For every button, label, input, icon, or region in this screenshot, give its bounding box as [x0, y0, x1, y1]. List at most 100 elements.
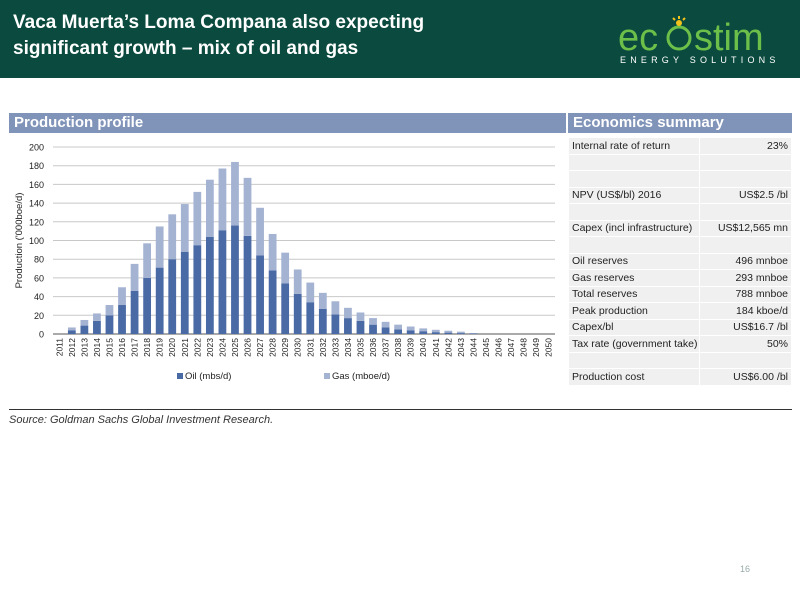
economics-value: 788 mnboe	[698, 285, 793, 303]
economics-row	[568, 203, 793, 221]
x-tick-label: 2014	[92, 338, 102, 357]
bar-oil	[205, 236, 214, 334]
legend-label-gas: Gas (mboe/d)	[332, 371, 390, 382]
slide-title: Vaca Muerta’s Loma Compana also expectin…	[13, 12, 425, 59]
bar-oil	[218, 230, 227, 334]
economics-row	[568, 351, 793, 369]
bar-gas	[406, 326, 415, 331]
y-tick-label: 20	[34, 311, 44, 321]
bar-oil	[306, 302, 315, 334]
economics-label	[568, 236, 700, 254]
page-number: 16	[740, 564, 751, 574]
economics-label	[568, 203, 700, 221]
x-tick-label: 2029	[280, 338, 290, 357]
x-tick-label: 2046	[494, 338, 504, 357]
y-tick-label: 200	[29, 143, 44, 153]
source-note: Source: Goldman Sachs Global Investment …	[9, 414, 274, 426]
bar-gas	[218, 168, 227, 231]
economics-row	[568, 153, 793, 171]
legend-label-oil: Oil (mbs/d)	[185, 371, 231, 382]
bar-gas	[344, 307, 352, 319]
x-tick-label: 2038	[393, 338, 403, 357]
x-tick-label: 2047	[506, 338, 516, 357]
bar-oil	[394, 329, 403, 334]
ecostim-logo: ec stim ENERGY SOLUTIONS	[618, 14, 790, 70]
bar-oil	[243, 235, 252, 334]
x-tick-label: 2033	[330, 338, 340, 357]
x-tick-label: 2049	[531, 338, 541, 357]
bar-gas	[67, 327, 76, 331]
economics-value: 293 mnboe	[698, 269, 793, 287]
bar-gas	[118, 287, 126, 306]
x-tick-label: 2048	[519, 338, 529, 357]
bar-oil	[67, 330, 76, 334]
x-tick-label: 2043	[456, 338, 466, 357]
bar-gas	[281, 252, 290, 284]
bar-gas	[193, 191, 202, 246]
bar-oil	[293, 293, 302, 334]
x-tick-label: 2042	[443, 338, 453, 357]
bar-gas	[180, 204, 189, 252]
economics-value	[698, 203, 793, 221]
bar-oil	[281, 283, 290, 334]
y-tick-label: 60	[34, 273, 44, 283]
economics-value: 496 mnboe	[698, 252, 793, 270]
economics-label	[568, 153, 700, 171]
slide-header: Vaca Muerta’s Loma Compana also expectin…	[0, 0, 800, 78]
x-tick-label: 2035	[355, 338, 365, 357]
bar-oil	[431, 332, 440, 334]
economics-value	[698, 351, 793, 369]
bar-gas	[369, 318, 377, 325]
economics-label: Capex (incl infrastructure)	[568, 219, 700, 237]
bar-gas	[381, 321, 390, 328]
bar-gas	[80, 319, 89, 326]
economics-label: Oil reserves	[568, 252, 700, 270]
economics-value: US$16.7 /bl	[698, 318, 793, 336]
bar-gas	[231, 161, 239, 226]
bar-oil	[80, 325, 89, 334]
y-tick-label: 160	[29, 180, 44, 190]
economics-value	[698, 153, 793, 171]
x-tick-label: 2016	[117, 338, 127, 357]
economics-label: Capex/bl	[568, 318, 700, 336]
x-tick-label: 2044	[468, 338, 478, 357]
legend-swatch-gas	[324, 373, 330, 379]
economics-label: Peak production	[568, 302, 700, 320]
bar-oil	[193, 245, 202, 334]
bar-gas	[419, 328, 428, 332]
x-tick-label: 2045	[481, 338, 491, 357]
economics-label: Tax rate (government take)	[568, 335, 700, 353]
sun-icon	[666, 16, 692, 51]
economics-row: Capex (incl infrastructure) US$12,565 mn	[568, 219, 793, 237]
economics-value: US$12,565 mn	[698, 219, 793, 237]
economics-row	[568, 170, 793, 188]
bar-gas	[356, 312, 365, 321]
x-tick-label: 2037	[381, 338, 391, 357]
logo-word-left: ec	[618, 17, 658, 58]
bar-oil	[130, 290, 139, 334]
economics-value: 184 kboe/d	[698, 302, 793, 320]
economics-value: 50%	[698, 335, 793, 353]
logo-tagline: ENERGY SOLUTIONS	[620, 55, 780, 65]
x-tick-label: 2040	[418, 338, 428, 357]
x-tick-label: 2039	[406, 338, 416, 357]
bar-gas	[394, 324, 403, 330]
x-tick-label: 2028	[268, 338, 278, 357]
economics-value: US$2.5 /bl	[698, 186, 793, 204]
economics-row: Total reserves 788 mnboe	[568, 285, 793, 303]
economics-row: Capex/bl US$16.7 /bl	[568, 318, 793, 336]
economics-row: Peak production 184 kboe/d	[568, 302, 793, 320]
bar-gas	[155, 226, 164, 268]
bar-gas	[130, 263, 139, 291]
bar-oil	[444, 332, 453, 334]
economics-label: Internal rate of return	[568, 137, 700, 155]
economics-value: 23%	[698, 137, 793, 155]
bar-gas	[143, 243, 152, 278]
x-tick-label: 2050	[544, 338, 554, 357]
y-tick-label: 0	[39, 330, 44, 340]
bar-oil	[168, 259, 177, 334]
y-tick-label: 100	[29, 236, 44, 246]
x-tick-label: 2015	[104, 338, 114, 357]
bar-oil	[256, 255, 264, 334]
